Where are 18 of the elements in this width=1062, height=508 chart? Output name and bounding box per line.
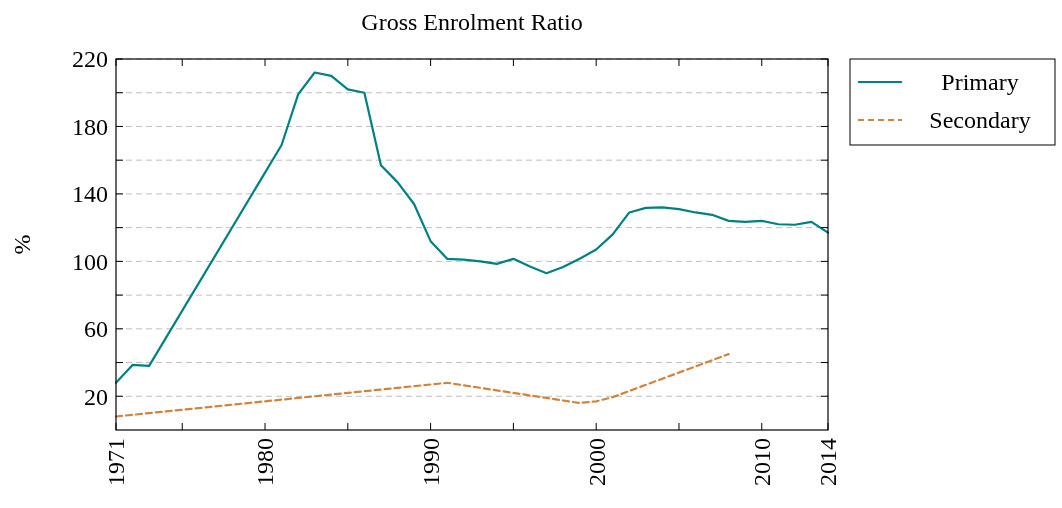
y-tick-label: 140 xyxy=(72,181,108,208)
x-tick-label: 1990 xyxy=(418,438,444,486)
legend-label: Primary xyxy=(941,69,1019,96)
x-tick-label: 1971 xyxy=(103,438,130,486)
y-axis-title: % xyxy=(9,234,35,255)
y-tick-label: 60 xyxy=(84,316,108,343)
x-tick-label: 2014 xyxy=(815,438,842,486)
legend-label: Secondary xyxy=(929,107,1031,134)
x-tick-label: 2000 xyxy=(583,438,610,486)
x-tick-label: 1980 xyxy=(252,438,279,486)
line-series xyxy=(114,353,730,418)
x-tick-label: 2010 xyxy=(749,438,776,486)
line-series xyxy=(114,71,830,384)
y-tick-label: 20 xyxy=(84,383,108,410)
y-tick-label: 100 xyxy=(72,248,108,275)
chart-title: Gross Enrolment Ratio xyxy=(361,9,583,35)
y-tick-label: 220 xyxy=(72,46,108,73)
y-tick-label: 180 xyxy=(72,113,108,140)
